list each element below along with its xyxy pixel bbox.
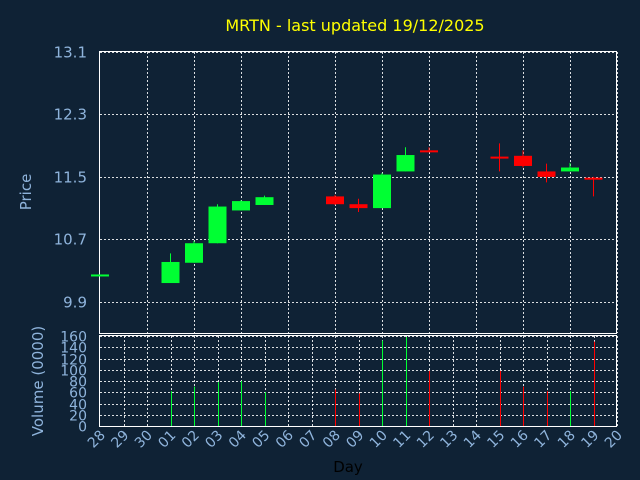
candle-body-16 [514,155,532,166]
price-tick-label: 10.7 [54,231,87,249]
x-tick-label: 01 [155,428,179,452]
candle-body-11 [396,155,415,172]
volume-bars [171,337,595,426]
candle-body-08 [326,196,344,205]
x-tick-label: 07 [296,428,320,452]
volume-y-label: Volume (0000) [29,326,47,436]
candle-body-19 [584,177,603,180]
candle-body-10 [373,174,391,209]
x-tick-label: 03 [202,428,226,452]
x-tick-label: 09 [343,428,367,452]
volume-tick-label: 140 [60,341,87,357]
x-tick-label: 14 [461,427,485,451]
volume-tick-label: 160 [60,330,87,346]
volume-tick-label: 20 [69,409,87,425]
price-y-label: Price [17,174,35,211]
x-tick-label: 19 [578,428,602,452]
x-tick-label: 18 [555,428,579,452]
volume-tick-label: 0 [78,420,87,436]
x-tick-label: 20 [602,428,626,452]
candlesticks [91,143,603,284]
x-tick-label: 04 [226,427,250,451]
volume-tick-label: 100 [60,364,87,380]
x-tick-label: 08 [320,428,344,452]
volume-tick-label: 60 [69,386,87,402]
candle-body-09 [349,204,368,209]
price-plot-frame [99,51,617,334]
candle-body-05 [255,197,274,205]
x-tick-label: 17 [531,428,555,452]
volume-tick-label: 40 [69,398,87,414]
x-tick-label: 10 [367,428,391,452]
volume-tick-label: 120 [60,353,87,369]
chart-title: MRTN - last updated 19/12/2025 [225,16,484,35]
x-tick-label: 02 [179,428,203,452]
candle-body-18 [561,167,579,172]
candle-body-15 [490,156,509,159]
x-axis-label: Day [333,458,363,476]
candle-body-04 [232,201,250,211]
x-tick-label: 28 [85,428,109,452]
x-tick-label: 11 [390,428,414,452]
candle-body-03 [208,206,227,244]
candle-body-12 [420,150,438,153]
price-gridlines [100,52,618,333]
price-tick-label: 11.5 [54,169,87,187]
volume-gridlines [100,336,618,427]
x-tick-label: 16 [508,427,532,451]
price-tick-label: 12.3 [54,106,87,124]
x-tick-label: 29 [108,428,132,452]
price-tick-label: 9.9 [63,294,87,312]
x-tick-label: 06 [273,427,297,451]
x-tick-label: 05 [249,428,273,452]
candle-body-17 [537,171,556,177]
volume-tick-label: 80 [69,375,87,391]
candle-body-28 [91,274,109,277]
price-tick-label: 13.1 [54,44,87,62]
x-tick-label: 15 [484,428,508,452]
price-panel: 9.9 10.7 11.5 12.3 13.1 Price [17,44,618,334]
x-ticks: 28 29 30 01 02 03 04 05 06 07 08 09 10 11 12 13 14 15 16 17… [85,427,626,451]
x-tick-label: 12 [414,428,438,452]
x-tick-label: 30 [132,428,156,452]
x-tick-label: 13 [437,428,461,452]
candle-body-02 [185,243,203,263]
candle-body-01 [161,261,180,284]
price-y-ticks: 9.9 10.7 11.5 12.3 13.1 [54,44,87,312]
